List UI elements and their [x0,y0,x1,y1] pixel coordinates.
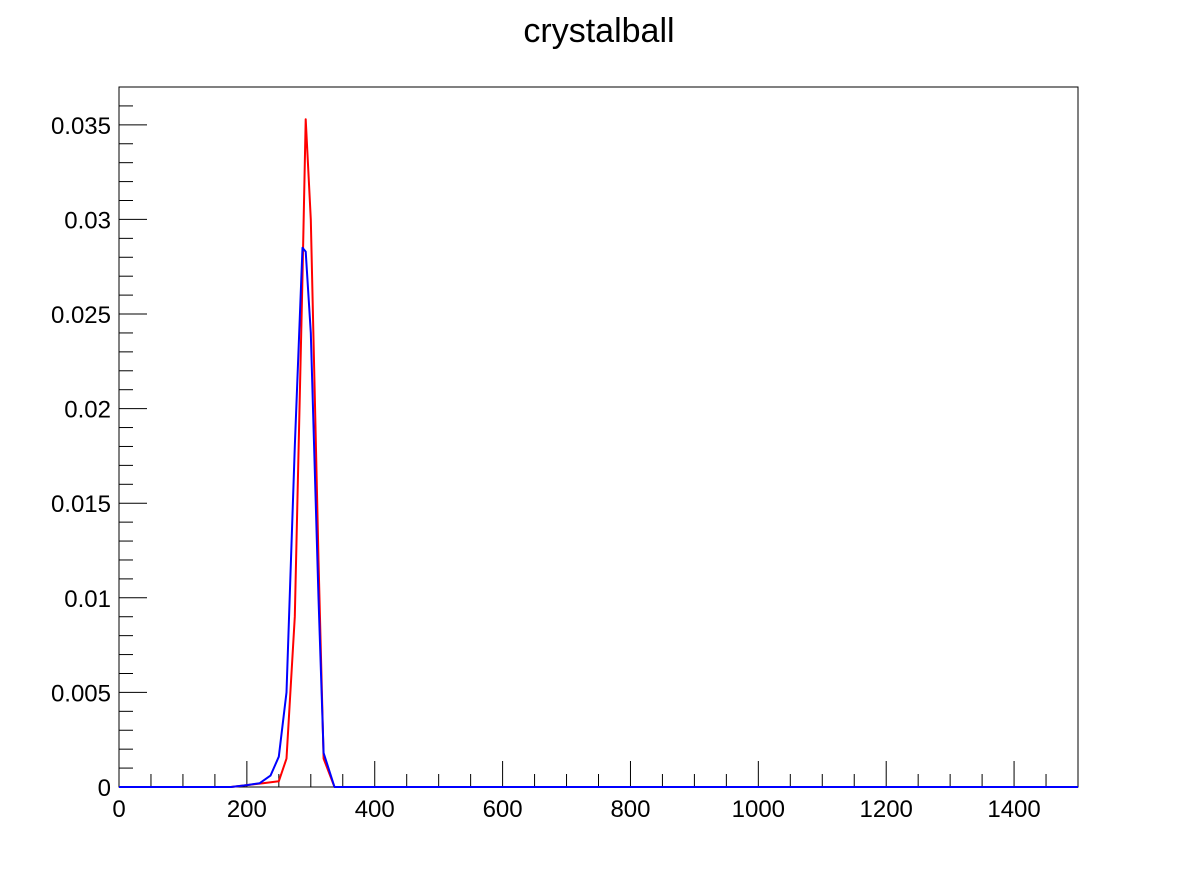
series-line-1 [119,246,1078,788]
chart-title: crystalball [523,12,674,50]
x-tick-label: 600 [483,796,523,823]
y-tick-label: 0.03 [64,207,111,234]
y-tick-label: 0.01 [64,586,111,613]
x-tick-label: 400 [355,796,395,823]
series-lines [119,118,1078,788]
y-tick-label: 0.015 [51,491,111,518]
y-tick-label: 0.02 [64,397,111,424]
tick-labels: 0 200 400 600 800 1000 1200 1400 0 0.005 0.01 0.015… [51,113,1041,823]
axis-ticks [118,86,1079,788]
plot-frame [118,86,1079,788]
y-tick-label: 0.005 [51,680,111,707]
x-tick-label: 200 [227,796,267,823]
x-tick-label: 1400 [987,796,1040,823]
y-tick-label: 0 [98,775,111,802]
x-tick-label: 1200 [860,796,913,823]
y-tick-label: 0.025 [51,302,111,329]
x-tick-label: 0 [112,796,125,823]
series-line-0 [119,118,1078,788]
y-tick-label: 0.035 [51,113,111,140]
x-tick-label: 800 [610,796,650,823]
x-tick-label: 1000 [732,796,785,823]
